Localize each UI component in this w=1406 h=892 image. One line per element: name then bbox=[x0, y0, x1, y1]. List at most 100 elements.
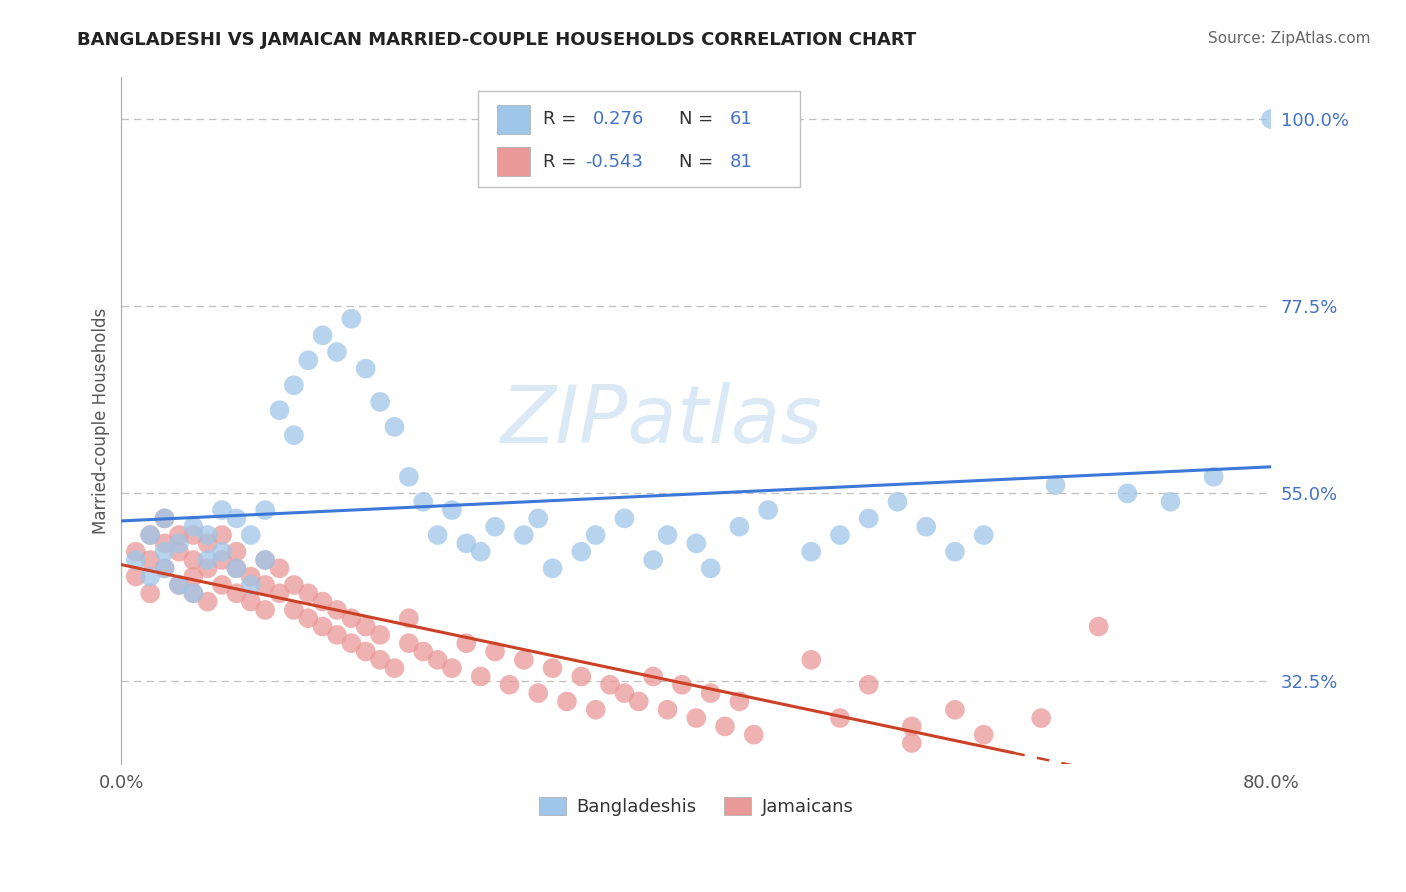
Point bbox=[153, 561, 176, 575]
Point bbox=[828, 528, 851, 542]
Y-axis label: Married-couple Households: Married-couple Households bbox=[93, 308, 110, 533]
Point bbox=[167, 578, 190, 592]
Point bbox=[283, 428, 305, 442]
Point bbox=[627, 694, 650, 708]
Point bbox=[470, 544, 492, 558]
Point bbox=[470, 669, 492, 683]
Point bbox=[1031, 711, 1053, 725]
Point bbox=[211, 544, 233, 558]
Text: BANGLADESHI VS JAMAICAN MARRIED-COUPLE HOUSEHOLDS CORRELATION CHART: BANGLADESHI VS JAMAICAN MARRIED-COUPLE H… bbox=[77, 31, 917, 49]
Point bbox=[167, 528, 190, 542]
Point bbox=[742, 728, 765, 742]
Point bbox=[699, 686, 721, 700]
Point bbox=[456, 636, 478, 650]
Point bbox=[139, 528, 162, 542]
Point bbox=[340, 611, 363, 625]
Text: R =: R = bbox=[543, 111, 576, 128]
Text: N =: N = bbox=[679, 111, 713, 128]
Point bbox=[181, 519, 204, 533]
Text: 0.276: 0.276 bbox=[593, 111, 644, 128]
FancyBboxPatch shape bbox=[498, 147, 530, 176]
Point bbox=[498, 678, 520, 692]
Point bbox=[484, 644, 506, 658]
Point bbox=[886, 494, 908, 508]
Point bbox=[297, 353, 319, 368]
Point bbox=[254, 553, 277, 567]
Point bbox=[254, 578, 277, 592]
Point bbox=[153, 561, 176, 575]
Point bbox=[973, 728, 995, 742]
Point bbox=[211, 503, 233, 517]
Point bbox=[1087, 619, 1109, 633]
Point bbox=[901, 719, 924, 733]
Point bbox=[153, 511, 176, 525]
Point bbox=[139, 586, 162, 600]
Point bbox=[197, 553, 219, 567]
Text: 61: 61 bbox=[730, 111, 752, 128]
Point bbox=[139, 528, 162, 542]
Point bbox=[297, 586, 319, 600]
Point bbox=[569, 544, 592, 558]
Point bbox=[800, 653, 823, 667]
Point bbox=[943, 703, 966, 717]
Point bbox=[1116, 486, 1139, 500]
Point bbox=[225, 561, 247, 575]
Point bbox=[211, 578, 233, 592]
Point bbox=[384, 661, 406, 675]
Point bbox=[125, 569, 148, 583]
Point bbox=[800, 544, 823, 558]
Point bbox=[569, 669, 592, 683]
Point bbox=[973, 528, 995, 542]
Point bbox=[225, 544, 247, 558]
Text: 81: 81 bbox=[730, 153, 752, 171]
Point bbox=[398, 611, 420, 625]
Point bbox=[456, 536, 478, 550]
Point bbox=[714, 719, 737, 733]
Point bbox=[527, 511, 550, 525]
Point bbox=[555, 694, 578, 708]
Point bbox=[368, 395, 391, 409]
Point bbox=[181, 569, 204, 583]
Point bbox=[167, 544, 190, 558]
Point bbox=[181, 528, 204, 542]
Text: R =: R = bbox=[543, 153, 576, 171]
Point bbox=[269, 403, 291, 417]
Point bbox=[541, 661, 564, 675]
Point bbox=[368, 653, 391, 667]
Point bbox=[326, 345, 349, 359]
Point bbox=[513, 528, 536, 542]
Point bbox=[426, 653, 449, 667]
Point bbox=[125, 553, 148, 567]
Point bbox=[283, 578, 305, 592]
Point bbox=[125, 544, 148, 558]
Point bbox=[613, 686, 636, 700]
Point bbox=[384, 420, 406, 434]
Point bbox=[699, 561, 721, 575]
Point bbox=[225, 586, 247, 600]
Point bbox=[354, 644, 377, 658]
Point bbox=[139, 553, 162, 567]
Point bbox=[657, 528, 679, 542]
Point bbox=[197, 528, 219, 542]
Point bbox=[297, 611, 319, 625]
Point bbox=[440, 503, 463, 517]
FancyBboxPatch shape bbox=[498, 105, 530, 134]
Point bbox=[326, 603, 349, 617]
Point bbox=[484, 519, 506, 533]
Point bbox=[1202, 470, 1225, 484]
Point bbox=[197, 594, 219, 608]
Point bbox=[225, 511, 247, 525]
Point bbox=[153, 536, 176, 550]
Point bbox=[139, 569, 162, 583]
Point bbox=[643, 553, 665, 567]
Point bbox=[643, 669, 665, 683]
Point bbox=[167, 536, 190, 550]
Text: Source: ZipAtlas.com: Source: ZipAtlas.com bbox=[1208, 31, 1371, 46]
Text: ZIPatlas: ZIPatlas bbox=[501, 382, 823, 459]
Point bbox=[412, 644, 434, 658]
Point bbox=[211, 528, 233, 542]
Point bbox=[254, 603, 277, 617]
Point bbox=[858, 678, 880, 692]
Point bbox=[728, 519, 751, 533]
Point bbox=[440, 661, 463, 675]
